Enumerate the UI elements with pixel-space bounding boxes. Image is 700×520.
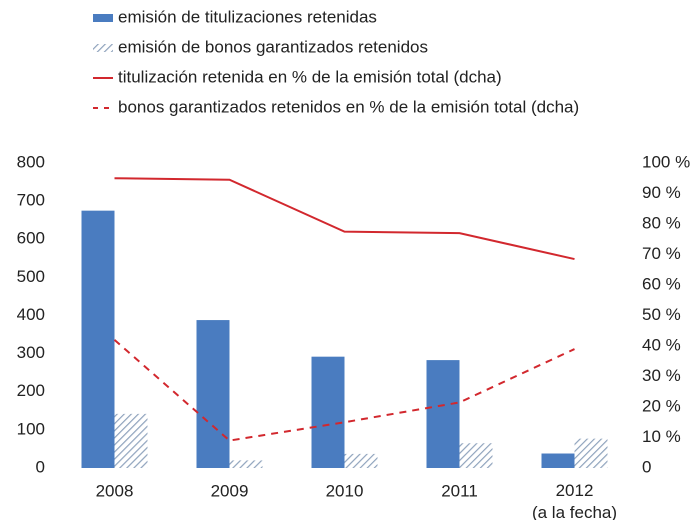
- bar: [574, 438, 608, 468]
- y2-tick-label: 0: [642, 457, 651, 476]
- y-tick-label: 800: [17, 152, 45, 171]
- y2-tick-label: 90 %: [642, 183, 681, 202]
- y2-tick-label: 40 %: [642, 335, 681, 354]
- legend-label: titulización retenida en % de la emisión…: [118, 67, 502, 86]
- y-tick-label: 500: [17, 267, 45, 286]
- y2-tick-label: 60 %: [642, 274, 681, 293]
- x-tick-label: 2009: [211, 481, 249, 500]
- bar: [311, 356, 345, 468]
- x-tick-label: 2010: [326, 481, 364, 500]
- bar: [541, 453, 575, 468]
- bar: [459, 443, 493, 468]
- y-tick-label: 400: [17, 305, 45, 324]
- legend-label: emisión de bonos garantizados retenidos: [118, 37, 428, 56]
- y-tick-label: 200: [17, 381, 45, 400]
- legend-label: bonos garantizados retenidos en % de la …: [118, 97, 579, 116]
- y-tick-label: 600: [17, 229, 45, 248]
- bar: [81, 210, 115, 468]
- y2-tick-label: 20 %: [642, 396, 681, 415]
- y-tick-label: 300: [17, 343, 45, 362]
- legend-swatch: [93, 44, 113, 52]
- y-tick-label: 700: [17, 191, 45, 210]
- legend-swatch: [93, 14, 113, 22]
- y2-tick-label: 70 %: [642, 244, 681, 263]
- y-tick-label: 100: [17, 419, 45, 438]
- bar: [114, 413, 148, 468]
- y2-tick-label: 80 %: [642, 213, 681, 232]
- line: [114, 177, 575, 261]
- bar: [426, 360, 460, 468]
- bar: [344, 453, 378, 468]
- y2-tick-label: 30 %: [642, 366, 681, 385]
- y2-tick-label: 100 %: [642, 152, 690, 171]
- x-tick-label: 2011: [441, 481, 478, 500]
- bar: [229, 460, 263, 468]
- bar: [196, 320, 230, 468]
- y-tick-label: 0: [36, 457, 45, 476]
- y2-tick-label: 10 %: [642, 427, 681, 446]
- y2-tick-label: 50 %: [642, 305, 681, 324]
- x-tick-label: 2012 (a la fecha): [532, 481, 617, 520]
- x-tick-label: 2008: [96, 481, 134, 500]
- legend-label: emisión de titulizaciones retenidas: [118, 7, 377, 26]
